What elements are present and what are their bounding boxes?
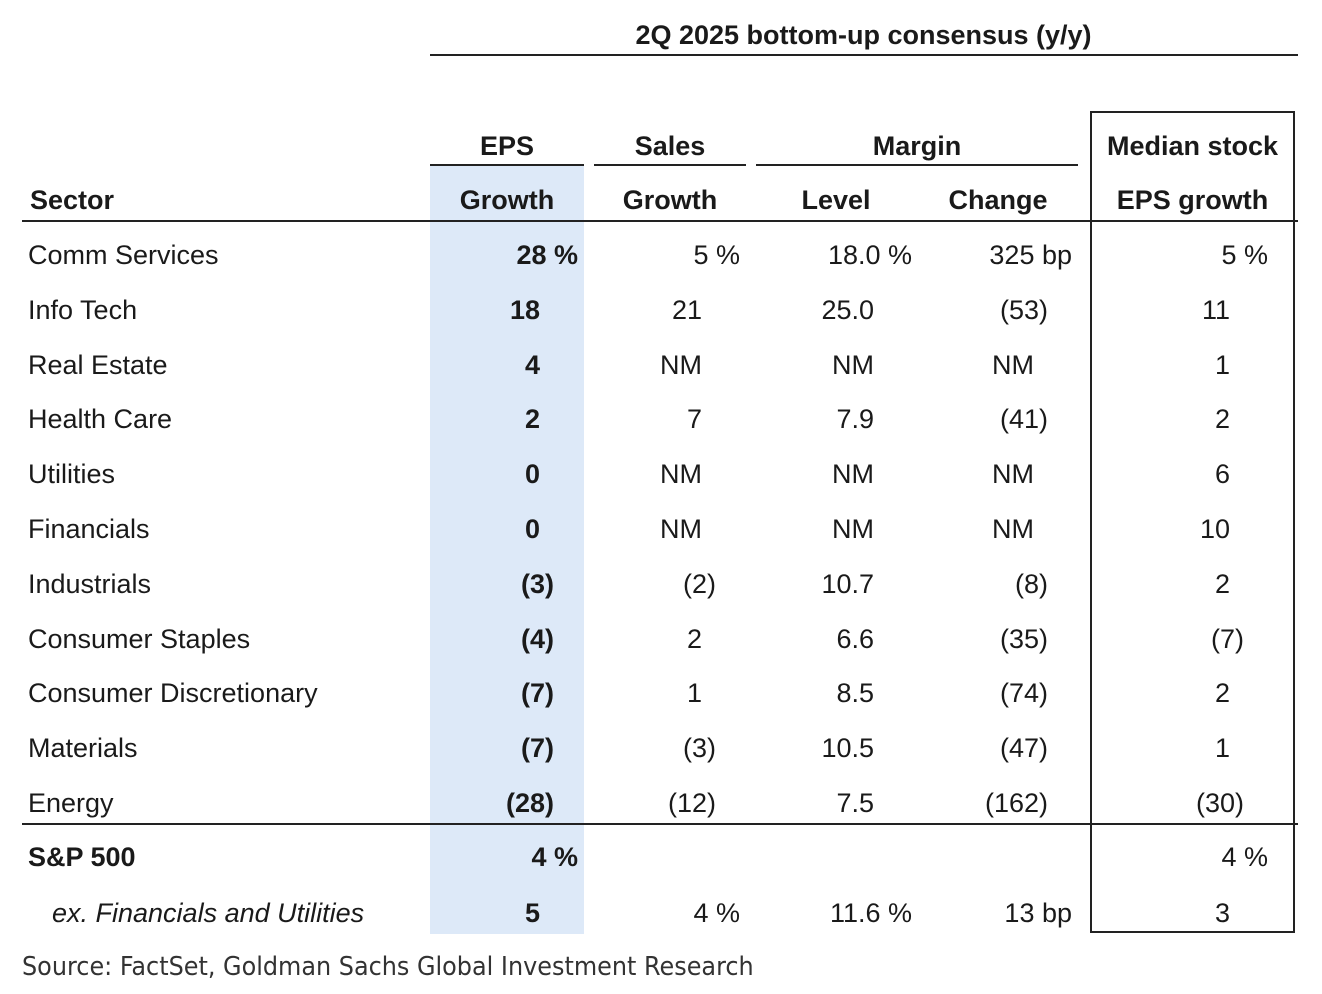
sector-cell: Energy: [28, 788, 114, 818]
margin-change-cell: 325 bp: [989, 240, 1072, 270]
group-header-margin: Margin: [872, 131, 962, 161]
sector-cell: Materials: [28, 733, 138, 764]
median-eps-cell: 2: [1214, 404, 1230, 435]
margin-change-cell: (35): [999, 623, 1048, 654]
eps-growth-cell: 0: [524, 514, 540, 544]
sector-cell: Info Tech: [28, 294, 138, 325]
sector-cell: Consumer Staples: [28, 623, 251, 654]
sector-cell: ex. Financials and Utilities: [52, 898, 365, 928]
margin-level-cell: 10.5: [821, 733, 874, 764]
sales-growth-cell: NM: [660, 514, 702, 544]
header-divider: [22, 220, 1298, 222]
margin-level-cell: NM: [832, 514, 874, 544]
median-eps-cell: 5 %: [1221, 240, 1268, 270]
median-eps-cell: 3: [1214, 898, 1230, 928]
col-header-eps-growth: Growth: [459, 185, 555, 215]
margin-level-cell: 7.5: [836, 788, 874, 818]
summary-divider: [22, 823, 1298, 825]
group-header-sales: Sales: [634, 131, 706, 161]
eps-growth-cell: (28): [505, 788, 554, 818]
margin-change-cell: (41): [999, 404, 1048, 435]
sales-growth-cell: 7: [686, 404, 702, 435]
margin-level-cell: 11.6 %: [829, 898, 912, 928]
sales-growth-cell: NM: [660, 349, 702, 380]
col-header-margin-change: Change: [948, 185, 1048, 215]
sales-growth-cell: NM: [660, 459, 702, 490]
sector-cell: Utilities: [28, 459, 116, 490]
sector-cell: Comm Services: [28, 240, 219, 270]
margin-level-cell: 25.0: [821, 294, 874, 325]
sales-group-underline: [594, 164, 746, 166]
sales-growth-cell: 2: [686, 623, 702, 654]
eps-group-underline: [430, 164, 584, 166]
col-header-median-eps: EPS growth: [1116, 185, 1269, 215]
eps-growth-cell: 0: [524, 459, 540, 490]
eps-growth-cell: (3): [521, 568, 554, 599]
eps-growth-cell: 4 %: [531, 842, 578, 872]
margin-change-cell: (8): [1015, 568, 1048, 599]
median-eps-cell: 2: [1214, 678, 1230, 709]
margin-change-cell: (53): [999, 294, 1048, 325]
sales-growth-cell: (3): [683, 733, 716, 764]
eps-growth-cell: 18: [509, 294, 540, 325]
group-header-eps: EPS: [479, 131, 535, 161]
col-header-sector: Sector: [30, 185, 115, 215]
margin-change-cell: 13 bp: [1004, 898, 1072, 928]
margin-level-cell: 18.0 %: [827, 240, 912, 270]
sales-growth-cell: (2): [683, 568, 716, 599]
median-eps-cell: 10: [1199, 514, 1230, 544]
margin-level-cell: 8.5: [836, 678, 874, 709]
sales-growth-cell: 4 %: [693, 898, 740, 928]
sector-cell: Consumer Discretionary: [28, 678, 318, 709]
margin-level-cell: 7.9: [836, 404, 874, 435]
sector-cell: Financials: [28, 514, 150, 544]
eps-growth-cell: (4): [521, 623, 554, 654]
sector-cell: Real Estate: [28, 349, 168, 380]
median-eps-cell: 6: [1214, 459, 1230, 490]
sector-cell: Health Care: [28, 404, 173, 435]
margin-level-cell: NM: [832, 349, 874, 380]
margin-level-cell: 10.7: [821, 568, 874, 599]
median-eps-cell: 1: [1214, 733, 1230, 764]
median-eps-cell: 2: [1214, 568, 1230, 599]
eps-growth-cell: 5: [524, 898, 540, 928]
eps-growth-cell: (7): [521, 733, 554, 764]
median-eps-cell: (30): [1195, 788, 1244, 818]
median-eps-cell: 1: [1214, 349, 1230, 380]
margin-change-cell: NM: [992, 514, 1034, 544]
margin-change-cell: (74): [999, 678, 1048, 709]
table-title: 2Q 2025 bottom-up consensus (y/y): [635, 20, 1092, 50]
eps-column-highlight: [430, 166, 584, 934]
sector-cell: S&P 500: [28, 842, 136, 872]
margin-change-cell: (47): [999, 733, 1048, 764]
source-note: Source: FactSet, Goldman Sachs Global In…: [22, 952, 754, 982]
sales-growth-cell: 5 %: [693, 240, 740, 270]
margin-change-cell: (162): [984, 788, 1048, 818]
col-header-sales-growth: Growth: [622, 185, 718, 215]
eps-growth-cell: 2: [524, 404, 540, 435]
sales-growth-cell: 21: [671, 294, 702, 325]
eps-growth-cell: 28 %: [516, 240, 578, 270]
sales-growth-cell: (12): [667, 788, 716, 818]
title-underline: [430, 54, 1298, 56]
margin-level-cell: NM: [832, 459, 874, 490]
sector-cell: Industrials: [28, 568, 152, 599]
sales-growth-cell: 1: [686, 678, 702, 709]
median-eps-cell: (7): [1211, 623, 1244, 654]
eps-growth-cell: (7): [521, 678, 554, 709]
margin-change-cell: NM: [992, 459, 1034, 490]
margin-change-cell: NM: [992, 349, 1034, 380]
eps-growth-cell: 4: [524, 349, 540, 380]
col-header-margin-level: Level: [801, 185, 871, 215]
margin-group-underline: [756, 164, 1078, 166]
group-header-median: Median stock: [1106, 131, 1279, 161]
margin-level-cell: 6.6: [836, 623, 874, 654]
median-eps-cell: 4 %: [1221, 842, 1268, 872]
median-column-box: [1090, 111, 1295, 933]
median-eps-cell: 11: [1201, 294, 1230, 325]
